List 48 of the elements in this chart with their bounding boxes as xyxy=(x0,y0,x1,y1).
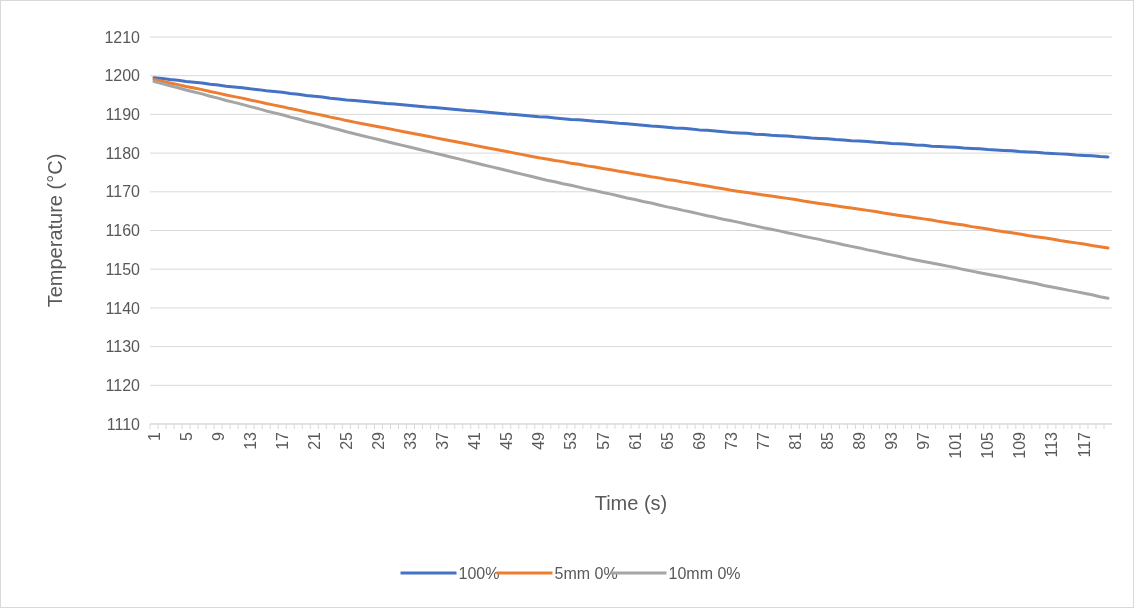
x-tick-label: 17 xyxy=(273,431,291,450)
x-tick-label: 13 xyxy=(241,431,259,450)
x-tick-label: 81 xyxy=(786,431,804,450)
x-tick-label: 77 xyxy=(754,431,772,450)
x-tick-label: 117 xyxy=(1075,431,1093,458)
x-tick-label: 73 xyxy=(722,431,740,450)
line-series xyxy=(152,80,1110,300)
y-tick-label: 1120 xyxy=(105,376,141,394)
y-tick-label: 1190 xyxy=(105,106,141,123)
x-axis-title: Time (s) xyxy=(594,492,668,514)
x-tick-label: 45 xyxy=(498,431,516,450)
x-tick-label: 101 xyxy=(947,431,965,459)
x-tick-label: 49 xyxy=(530,431,548,450)
x-tick-label: 85 xyxy=(819,431,837,450)
y-tick-label: 1160 xyxy=(105,222,141,240)
y-tick-label: 1130 xyxy=(105,338,141,356)
x-tick-label: 25 xyxy=(338,431,356,450)
x-tick-label: 53 xyxy=(562,431,580,450)
x-tick-label: 113 xyxy=(1043,431,1061,458)
x-tick-label: 57 xyxy=(594,431,612,450)
x-tick-label: 105 xyxy=(979,431,997,459)
x-tick-label: 69 xyxy=(690,431,708,450)
y-tick-label: 1150 xyxy=(105,260,141,278)
x-tick-label: 65 xyxy=(658,431,676,450)
x-tick-label: 61 xyxy=(626,431,644,450)
x-tick-label: 97 xyxy=(915,431,933,450)
y-tick-label: 1210 xyxy=(104,28,141,46)
y-tick-label: 1170 xyxy=(105,183,141,201)
line-series xyxy=(152,78,1110,250)
line-series xyxy=(152,76,1110,159)
y-axis-title: Temperature (°C) xyxy=(44,153,66,308)
x-tick-label: 89 xyxy=(851,431,869,450)
x-tick-label: 33 xyxy=(402,431,420,450)
x-tick-label: 37 xyxy=(434,431,452,450)
legend-label: 10mm 0% xyxy=(668,564,741,582)
x-tick-label: 93 xyxy=(883,431,901,450)
x-tick-label: 29 xyxy=(370,431,388,450)
x-tick-label: 9 xyxy=(209,431,227,441)
y-tick-label: 1200 xyxy=(104,67,141,85)
x-tick-label: 5 xyxy=(177,431,195,441)
x-tick-label: 1 xyxy=(145,431,163,441)
x-tick-label: 109 xyxy=(1011,431,1029,459)
legend-label: 100% xyxy=(458,564,500,582)
y-tick-label: 1140 xyxy=(105,299,141,317)
x-tick-label: 21 xyxy=(305,431,323,450)
x-tick-label: 41 xyxy=(466,431,484,450)
y-tick-label: 1180 xyxy=(105,144,141,162)
y-tick-label: 1110 xyxy=(106,415,141,433)
